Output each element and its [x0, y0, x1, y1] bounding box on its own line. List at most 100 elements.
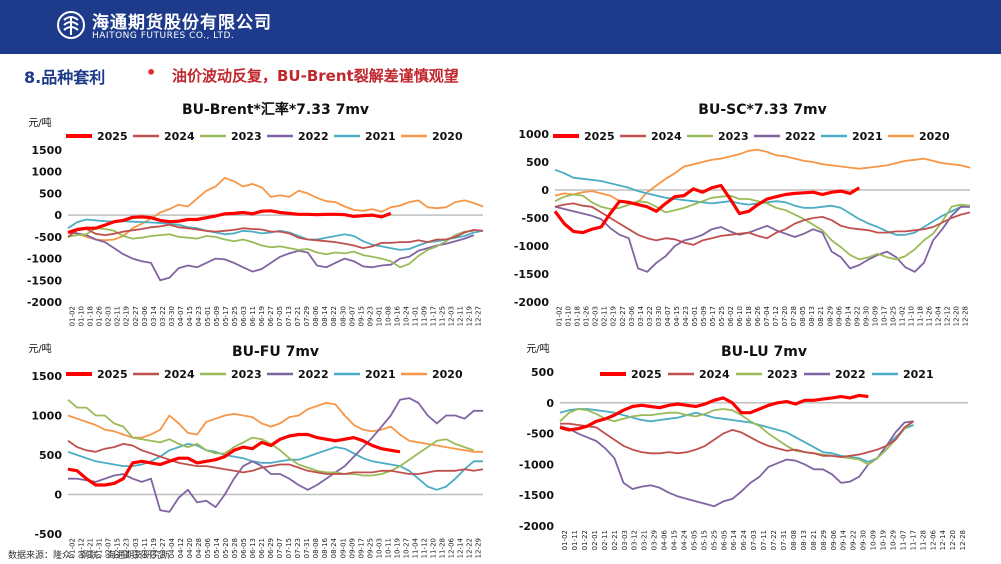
haitong-logo-icon [57, 11, 85, 39]
x-tick-label: 11-28 [919, 530, 927, 550]
x-tick-label: 06-18 [745, 306, 753, 326]
y-tick-label: 0 [54, 209, 62, 222]
x-tick-label: 03-11 [141, 538, 149, 558]
x-tick-label: 06-14 [730, 529, 738, 550]
x-tick-label: 03-19 [150, 538, 158, 558]
legend-label-2020: 2020 [432, 130, 463, 143]
x-tick-label: 09-14 [840, 529, 848, 550]
series-line-2023 [67, 227, 474, 269]
x-tick-label: 01-18 [87, 306, 95, 326]
x-tick-label: 08-22 [330, 306, 338, 326]
y-tick-label: -1500 [27, 274, 63, 287]
series-line-2024 [554, 202, 971, 246]
x-tick-label: 05-25 [231, 306, 239, 326]
x-tick-label: 11-25 [439, 306, 447, 326]
x-tick-label: 07-07 [276, 538, 284, 558]
x-tick-label: 05-28 [231, 538, 239, 558]
chart-bu-fu: BU-FU 7mv 元/吨 -500 0 500 1000 1500 01-02 01-12 01… [18, 338, 493, 564]
x-tick-label: 12-14 [939, 529, 947, 550]
x-tick-label: 05-25 [718, 306, 726, 326]
x-tick-label: 07-11 [760, 530, 768, 550]
y-tick-label: 1500 [31, 144, 62, 157]
x-tick-label: 11-07 [899, 530, 907, 550]
x-tick-label: 12-19 [466, 306, 474, 326]
x-tick-label: 06-13 [249, 538, 257, 558]
x-tick-label: 04-15 [671, 530, 679, 550]
x-tick-label: 10-24 [402, 305, 410, 326]
x-tick-label: 03-14 [637, 305, 645, 326]
x-tick-label: 10-29 [889, 530, 897, 550]
x-tick-label: 09-23 [366, 306, 374, 326]
series-line-2024 [560, 420, 915, 458]
x-tick-label: 02-23 [123, 538, 131, 558]
x-tick-label: 12-20 [953, 306, 961, 326]
x-tick-label: 10-19 [880, 530, 888, 550]
y-tick-label: -1500 [519, 489, 555, 502]
x-tick-label: 04-24 [680, 529, 688, 550]
x-tick-label: 04-23 [195, 306, 203, 326]
y-tick-label: 0 [541, 184, 549, 197]
x-tick-label: 12-12 [944, 306, 952, 326]
x-tick-label: 01-02 [69, 306, 77, 326]
x-tick-label: 01-22 [581, 530, 589, 550]
x-tick-label: 02-21 [611, 530, 619, 550]
y-tick-label: 1000 [31, 166, 62, 179]
x-tick-label: 10-08 [384, 306, 392, 326]
x-tick-label: 01-21 [87, 538, 95, 558]
x-tick-label: 12-06 [448, 537, 456, 558]
y-tick-label: 1500 [31, 370, 62, 383]
x-tick-label: 02-19 [610, 306, 618, 326]
x-tick-label: 09-30 [862, 306, 870, 326]
top-banner: 海通期货股份有限公司 HAITONG FUTURES CO., LTD. [0, 0, 1001, 54]
section-title: 8.品种套利 [24, 68, 106, 87]
chart-bu-sc: BU-SC*7.33 7mv -2000 -1500 -1000 -500 0 500 100… [505, 96, 980, 332]
series-line-2020 [67, 176, 484, 242]
section-bullet: • [146, 63, 157, 82]
x-tick-label: 07-21 [294, 306, 302, 326]
x-tick-label: 05-17 [709, 306, 717, 326]
x-tick-label: 08-30 [339, 306, 347, 326]
x-tick-label: 05-05 [690, 530, 698, 550]
x-tick-label: 04-07 [664, 306, 672, 326]
x-tick-label: 06-26 [754, 305, 762, 326]
x-tick-label: 10-27 [402, 538, 410, 558]
x-tick-label: 04-15 [673, 306, 681, 326]
x-tick-label: 05-25 [710, 530, 718, 550]
x-tick-label: 06-11 [249, 306, 257, 326]
x-tick-label: 11-17 [909, 530, 917, 550]
legend-label-2025: 2025 [97, 130, 128, 143]
legend-label-2025: 2025 [97, 368, 128, 381]
x-tick-label: 01-26 [96, 305, 104, 326]
chart-svg-bu-brent: BU-Brent*汇率*7.33 7mv 元/吨 -2000 -1500 -1000 -5… [27, 101, 484, 326]
x-tick-label: 12-03 [448, 306, 456, 326]
y-tick-label: 500 [526, 156, 549, 169]
legend-label-2022: 2022 [785, 130, 816, 143]
legend-label-2023: 2023 [718, 130, 749, 143]
chart-bu-lu: BU-LU 7mv 元/吨 -2000 -1500 -1000 -500 0 500 01-02… [505, 338, 980, 564]
x-tick-label: 04-07 [177, 306, 185, 326]
x-tick-label: 08-08 [312, 538, 320, 558]
legend-label-2024: 2024 [164, 368, 195, 381]
x-tick-label: 09-14 [844, 305, 852, 326]
series-line-2025 [559, 393, 869, 432]
x-tick-label: 05-20 [222, 538, 230, 558]
legend-label-2024: 2024 [651, 130, 682, 143]
x-tick-label: 03-12 [631, 530, 639, 550]
series-line-2022 [554, 205, 970, 273]
y-tick-label: -2000 [514, 296, 550, 309]
series-line-2021 [67, 218, 484, 251]
x-tick-label: 06-21 [258, 538, 266, 558]
y-tick-label: -2000 [27, 296, 63, 309]
x-tick-label: 08-21 [817, 306, 825, 326]
x-tick-label: 07-15 [285, 538, 293, 558]
y-tick-label: 500 [531, 366, 554, 379]
legend-label-2020: 2020 [919, 130, 950, 143]
y-unit-label: 元/吨 [28, 116, 51, 129]
x-tick-label: 09-30 [860, 530, 868, 550]
x-tick-label: 10-09 [871, 306, 879, 326]
series-line-2025 [67, 209, 392, 235]
y-tick-label: -500 [34, 528, 62, 541]
x-tick-label: 06-02 [727, 306, 735, 326]
x-tick-label: 11-02 [898, 306, 906, 326]
x-tick-label: 12-06 [929, 529, 937, 550]
